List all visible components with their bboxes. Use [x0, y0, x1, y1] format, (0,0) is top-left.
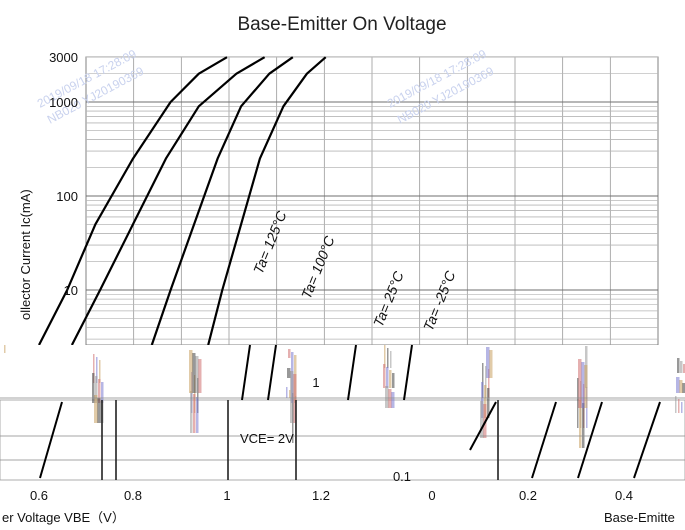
- x-tick-label: 0.8: [124, 488, 142, 503]
- inset-x-tick-label: 0.4: [615, 488, 633, 503]
- series-line-3: [150, 56, 294, 346]
- series-line-4: [207, 56, 327, 346]
- glitch-band: [0, 344, 685, 481]
- y-tick-label: 3000: [49, 50, 78, 65]
- series-line-2: [70, 56, 266, 346]
- inset-tick-labels: 0 0.2 0.4 1 0.1: [312, 375, 633, 503]
- y-tick-label: 100: [56, 189, 78, 204]
- curves: [38, 56, 327, 346]
- y-tick-label: 10: [64, 283, 78, 298]
- x-tick-label: 1.2: [312, 488, 330, 503]
- y-tick-label: 1000: [49, 95, 78, 110]
- inset-y-tick-label: 1: [312, 375, 319, 390]
- y-axis-label: ollector Current Ic(mA): [18, 189, 33, 320]
- inset-y-tick-label: 0.1: [393, 469, 411, 484]
- y-tick-labels: 3000 1000 100 10: [49, 50, 78, 298]
- x-tick-label: 0.6: [30, 488, 48, 503]
- chart-title: Base-Emitter On Voltage: [237, 14, 446, 35]
- x-axis-label-right: Base-Emitte: [604, 510, 675, 525]
- condition-label: VCE= 2V: [240, 431, 294, 446]
- inset-x-tick-label: 0.2: [519, 488, 537, 503]
- inset-x-tick-label: 0: [428, 488, 435, 503]
- x-axis-label: er Voltage VBE（V）: [2, 510, 125, 525]
- x-tick-label: 1: [223, 488, 230, 503]
- series-line-1: [38, 56, 228, 346]
- grid: [86, 56, 658, 345]
- x-tick-labels: 0.6 0.8 1 1.2: [30, 488, 330, 503]
